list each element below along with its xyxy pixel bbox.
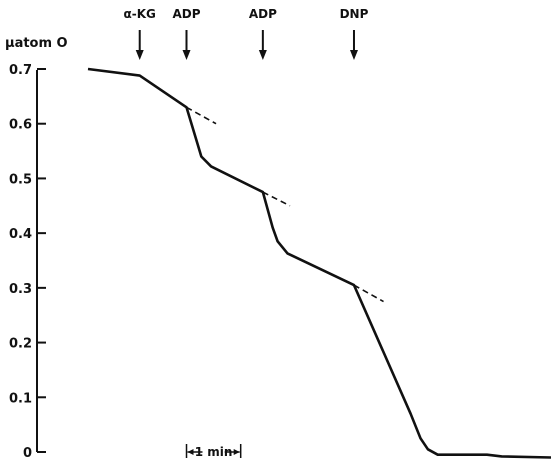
y-tick-label-4: 0.4 (9, 227, 32, 242)
extrapolation-line-0 (186, 106, 217, 125)
addition-arrows: α-KG ADP ADP DNP (124, 7, 369, 60)
y-tick-label-2: 0.2 (9, 337, 32, 352)
y-tick-label-5: 0.5 (9, 172, 32, 187)
y-axis-label: μatom O (5, 36, 68, 51)
annotation-label-1: ADP (172, 7, 200, 21)
y-tick-label-6: 0.6 (9, 118, 32, 133)
y-tick-label-0: 0 (23, 446, 32, 461)
y-tick-label-7: 0.7 (9, 63, 32, 78)
scale-bar-right-head (233, 449, 240, 455)
y-axis-ticks: 0 0.1 0.2 0.3 0.4 0.5 0.6 0.7 (9, 63, 46, 461)
y-tick-label-3: 0.3 (9, 282, 32, 297)
time-scale-bar: 1 min (185, 444, 242, 459)
extrapolation-line-1 (262, 191, 291, 207)
annotation-arrow-head-2 (258, 50, 267, 60)
annotation-label-3: DNP (340, 7, 369, 21)
extrapolation-line-2 (353, 284, 384, 303)
extrapolation-lines (186, 106, 384, 303)
annotation-arrow-head-1 (182, 50, 191, 60)
annotation-label-0: α-KG (124, 7, 156, 21)
oxygen-trace-line (87, 67, 551, 459)
scale-bar-left-head (187, 449, 194, 455)
annotation-label-2: ADP (249, 7, 277, 21)
scale-bar-label: 1 min (195, 445, 233, 459)
y-tick-label-1: 0.1 (9, 391, 32, 406)
annotation-arrow-head-0 (135, 50, 144, 60)
annotation-arrow-head-3 (349, 50, 358, 60)
